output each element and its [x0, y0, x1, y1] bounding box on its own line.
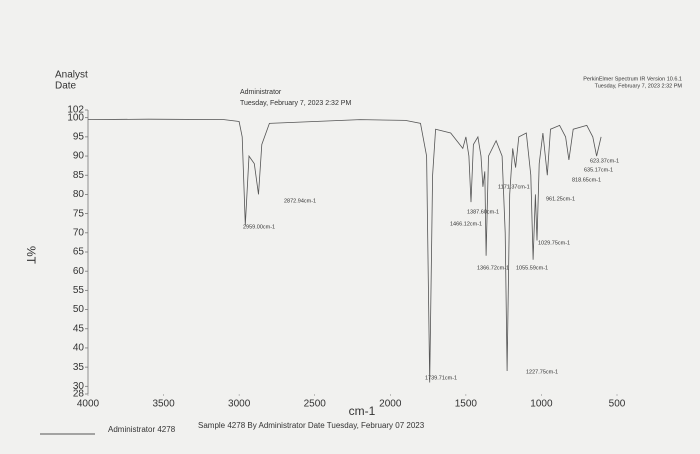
y-tick-label: 50: [73, 304, 85, 315]
peak-label: 818.65cm-1: [572, 177, 601, 183]
datetime: Tuesday, February 7, 2023 2:32 PM: [240, 100, 351, 107]
peak-label: 1739.71cm-1: [425, 375, 457, 381]
peak-label: 623.37cm-1: [590, 158, 619, 164]
date-label: Date: [55, 81, 77, 92]
peak-label: 1055.59cm-1: [516, 265, 548, 271]
y-tick-label: 70: [73, 227, 85, 238]
y-tick-label: 35: [73, 362, 85, 373]
y-tick-label: 30: [73, 381, 85, 392]
spectrum-line: [87, 118, 602, 383]
y-tick-label: 40: [73, 343, 85, 354]
x-tick-label: 3500: [152, 399, 175, 410]
y-tick-label: 65: [73, 247, 85, 258]
x-tick-label: 1000: [530, 399, 553, 410]
x-tick-label: 1500: [455, 399, 478, 410]
y-tick-label: 85: [73, 170, 85, 181]
x-tick-label: 2500: [304, 399, 327, 410]
y-tick-label: 100: [67, 112, 84, 123]
user: Administrator: [240, 89, 282, 96]
y-tick-label: 45: [73, 323, 85, 334]
y-tick-label: 80: [73, 189, 85, 200]
y-tick-label: 95: [73, 132, 85, 143]
y-tick-label: 90: [73, 151, 85, 162]
software-datetime: Tuesday, February 7, 2023 2:32 PM: [595, 83, 683, 89]
peak-label: 2872.94cm-1: [284, 198, 316, 204]
y-tick-label: 102: [67, 105, 84, 116]
x-axis-label: cm-1: [349, 404, 376, 418]
peak-label: 1171.37cm-1: [498, 184, 530, 190]
x-tick-label: 2000: [379, 399, 402, 410]
y-tick-label: 28: [73, 389, 85, 400]
software: PerkinElmer Spectrum IR Version 10.6.1: [583, 76, 682, 82]
y-tick-label: 60: [73, 266, 85, 277]
y-axis-label: %T: [24, 246, 38, 265]
peak-label: 2959.00cm-1: [243, 224, 275, 230]
peak-label: 1466.12cm-1: [450, 221, 482, 227]
peak-label: 635.17cm-1: [584, 167, 613, 173]
peak-label: 1366.72cm-1: [477, 265, 509, 271]
sample-description: Sample 4278 By Administrator Date Tuesda…: [198, 421, 425, 430]
peak-label: 1029.75cm-1: [538, 240, 570, 246]
x-tick-label: 3000: [228, 399, 251, 410]
peak-label: 961.25cm-1: [546, 196, 575, 202]
y-tick-label: 75: [73, 208, 85, 219]
x-tick-label: 4000: [77, 399, 100, 410]
analyst-label: Analyst: [55, 70, 88, 81]
y-tick-label: 55: [73, 285, 85, 296]
peak-label: 1227.75cm-1: [526, 369, 558, 375]
x-tick-label: 500: [609, 399, 626, 410]
sample-id: Administrator 4278: [108, 425, 176, 434]
peak-label: 1387.60cm-1: [467, 209, 499, 215]
